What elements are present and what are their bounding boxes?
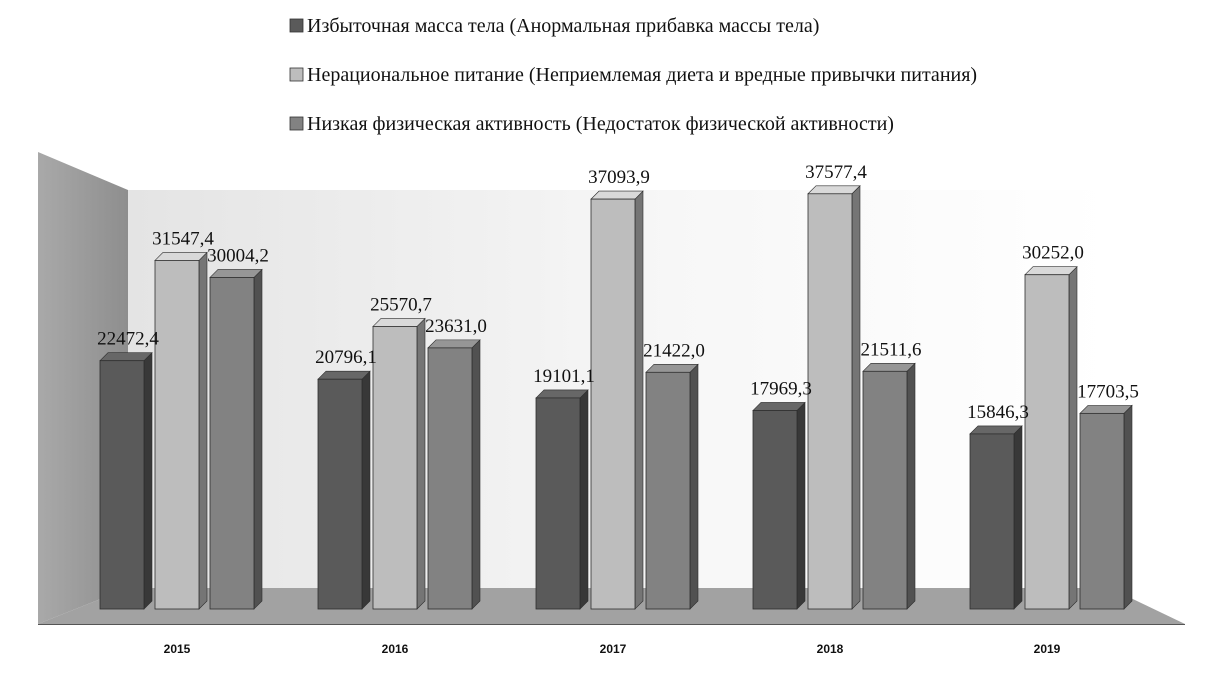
bar-side-face [253, 268, 263, 610]
bar-2015-series-3 [209, 268, 263, 610]
bars [99, 185, 1133, 610]
bar-front-face [645, 371, 691, 610]
bar-side-face [1068, 265, 1078, 610]
bar-2019-series-2 [1024, 265, 1078, 610]
data-label-2015-series-1: 22472,4 [97, 329, 159, 350]
data-label-2015-series-3: 30004,2 [207, 245, 269, 266]
bar-top-face [862, 362, 916, 372]
bar-2016-series-3 [427, 339, 481, 610]
data-label-2018-series-2: 37577,4 [805, 162, 867, 183]
bar-side-face [851, 185, 861, 610]
data-label-2019-series-2: 30252,0 [1022, 243, 1084, 264]
bar-top-face [752, 402, 806, 411]
data-label-2019-series-3: 17703,5 [1077, 381, 1139, 402]
bar-front-face [752, 410, 798, 610]
data-label-2018-series-1: 17969,3 [750, 378, 812, 399]
bar-side-face [689, 363, 699, 610]
x-tick-2015: 2015 [164, 642, 191, 656]
bar-top-face [427, 339, 481, 349]
data-label-2016-series-3: 23631,0 [425, 316, 487, 337]
bar-front-face [209, 277, 255, 610]
bar-top-face [209, 269, 263, 278]
bar-side-face [198, 251, 208, 610]
bar-top-face [1024, 266, 1078, 276]
bar-2019-series-1 [969, 425, 1023, 610]
bar-top-face [969, 425, 1023, 435]
bar-top-face [645, 363, 699, 373]
bar-side-face [796, 401, 806, 610]
bar-front-face [1079, 412, 1125, 610]
data-label-2017-series-1: 19101,1 [533, 366, 595, 387]
bar-top-face [590, 190, 644, 200]
bar-front-face [427, 347, 473, 610]
bar-side-face [1013, 425, 1023, 610]
bar-side-face [361, 370, 371, 610]
bar-side-face [906, 362, 916, 610]
bar-2015-series-1 [99, 351, 153, 610]
bar-front-face [862, 370, 908, 610]
bar-side-face [634, 190, 644, 610]
bar-front-face [590, 198, 636, 610]
bar-2016-series-2 [372, 317, 426, 610]
bar-front-face [372, 326, 418, 610]
bar-front-face [535, 397, 581, 610]
data-label-2018-series-3: 21511,6 [860, 339, 921, 360]
bar-front-face [969, 433, 1015, 610]
bar-top-face [317, 370, 371, 380]
x-tick-2018: 2018 [817, 642, 844, 656]
data-label-2017-series-3: 21422,0 [643, 340, 705, 361]
x-tick-2016: 2016 [382, 642, 409, 656]
bar-top-face [807, 185, 861, 195]
bar-2017-series-2 [590, 190, 644, 610]
legend-label-2: Нерациональное питание (Неприемлемая дие… [307, 64, 977, 86]
bar-top-face [99, 352, 153, 361]
bar-2017-series-1 [535, 389, 589, 610]
legend-swatch-1 [289, 18, 304, 33]
bar-2017-series-3 [645, 363, 699, 610]
x-tick-2017: 2017 [600, 642, 627, 656]
x-axis-tick-labels: 2015 2016 2017 2018 2019 [164, 642, 1061, 656]
bar-top-face [1079, 405, 1133, 414]
bar-top-face [372, 318, 426, 327]
bar-2018-series-1 [752, 401, 806, 610]
bar-2018-series-3 [862, 362, 916, 610]
legend-label-1: Избыточная масса тела (Анормальная приба… [307, 15, 819, 37]
bar-side-face [416, 317, 426, 610]
bar-side-face [471, 339, 481, 610]
bar-front-face [807, 193, 853, 610]
data-label-2019-series-1: 15846,3 [967, 402, 1029, 423]
data-label-2017-series-2: 37093,9 [588, 167, 650, 188]
bar-2015-series-2 [154, 251, 208, 610]
bar-side-face [143, 351, 153, 610]
bar-side-face [579, 389, 589, 610]
bar-2016-series-1 [317, 370, 371, 610]
bar-side-face [1123, 404, 1133, 610]
bar-top-face [154, 252, 208, 261]
bar-2019-series-3 [1079, 404, 1133, 610]
data-label-2015-series-2: 31547,4 [152, 228, 214, 249]
bar-top-face [535, 389, 589, 399]
bar-front-face [99, 360, 145, 610]
legend-swatch-2 [289, 67, 304, 82]
bar-front-face [317, 378, 363, 610]
bar-front-face [1024, 274, 1070, 610]
bar-front-face [154, 260, 200, 610]
data-label-2016-series-1: 20796,1 [315, 347, 377, 368]
legend-swatch-3 [289, 116, 304, 131]
legend-label-3: Низкая физическая активность (Недостаток… [307, 113, 894, 135]
legend: Избыточная масса тела (Анормальная приба… [289, 15, 977, 135]
data-label-2016-series-2: 25570,7 [370, 294, 432, 315]
x-tick-2019: 2019 [1034, 642, 1061, 656]
bar-2018-series-2 [807, 185, 861, 610]
